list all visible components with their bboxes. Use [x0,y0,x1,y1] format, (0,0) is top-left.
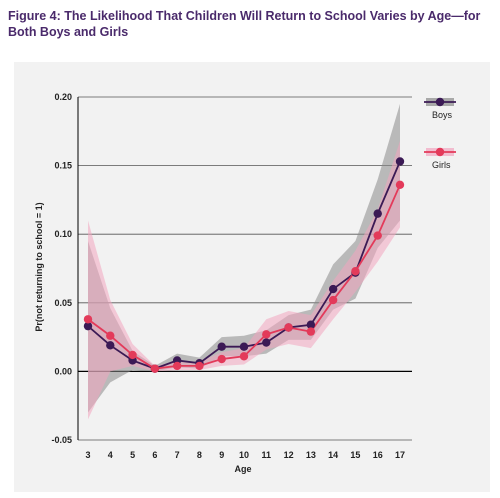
data-point-boys [217,342,226,351]
x-tick-label: 16 [373,450,383,460]
data-point-girls [172,361,182,371]
legend-label-boys: Boys [432,110,453,120]
data-point-boys [373,209,382,218]
data-point-girls [328,295,338,305]
y-tick-label: 0.00 [54,366,72,376]
data-point-boys [328,284,338,294]
y-tick-label: -0.05 [51,435,72,445]
data-point-boys [83,321,93,331]
x-tick-label: 6 [152,450,157,460]
data-point-girls [239,352,249,361]
x-tick-label: 9 [219,450,224,460]
y-tick-label: 0.05 [54,298,72,308]
data-point-girls [373,231,382,240]
legend-marker-boys [435,97,445,107]
data-point-boys [395,157,405,166]
y-axis-label: Pr(not returning to school = 1) [34,202,44,331]
data-point-girls [284,323,293,332]
data-point-girls [128,350,137,360]
x-tick-label: 5 [130,450,135,460]
y-tick-label: 0.10 [54,229,72,239]
tick-labels: 0.20 0.15 0.10 0.05 0.00 -0.05 3 4 5 6 7 8 9 10 11 12 13… [51,92,405,460]
chart-title: Figure 4: The Likelihood That Children W… [8,9,481,39]
confidence-band-girls [88,140,400,420]
x-tick-label: 3 [85,450,90,460]
x-tick-label: 15 [350,450,360,460]
data-point-boys [306,320,316,329]
data-point-girls [262,330,271,339]
legend-label-girls: Girls [432,160,451,170]
x-tick-label: 4 [108,450,113,460]
data-point-boys [262,338,271,347]
x-tick-label: 12 [284,450,294,460]
data-point-girls [150,364,160,373]
data-point-girls [106,331,115,340]
x-tick-label: 17 [395,450,405,460]
y-tick-label: 0.20 [54,92,72,102]
confidence-bands [88,103,400,420]
x-tick-label: 8 [197,450,202,460]
data-point-girls [395,180,405,190]
data-point-girls [306,327,316,336]
x-tick-label: 13 [306,450,316,460]
series-points [83,157,405,373]
x-axis-label: Age [234,464,251,474]
data-point-girls [351,267,360,276]
data-point-boys [239,342,249,351]
x-tick-label: 14 [328,450,338,460]
data-point-boys [106,341,115,350]
x-tick-label: 10 [239,450,249,460]
data-point-girls [195,361,204,371]
data-point-girls [217,354,226,364]
data-point-girls [83,315,93,324]
legend-marker-girls [435,147,445,157]
y-tick-label: 0.15 [54,161,72,171]
gridlines [78,96,412,441]
x-tick-label: 11 [262,450,272,460]
legend: Boys Girls [424,97,456,170]
x-tick-label: 7 [175,450,180,460]
